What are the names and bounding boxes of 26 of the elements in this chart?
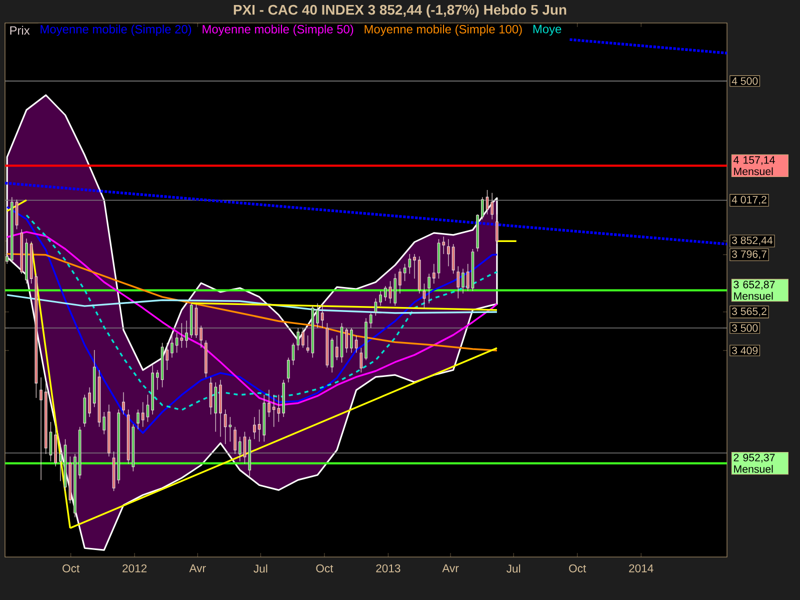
ref-line-label: 2 952,37 Mensuel xyxy=(734,454,775,473)
chart-title: PXI - CAC 40 INDEX 3 852,44 (-1,87%) Hebdo 5 Jun xyxy=(234,4,566,18)
x-tick-label: 2013 xyxy=(376,564,400,572)
x-tick-label: Jul xyxy=(254,564,268,573)
x-tick-label: 2014 xyxy=(629,564,654,572)
text: Moyenne mobile (Simple 20) xyxy=(40,24,192,36)
x-tick-label: Oct xyxy=(316,564,334,572)
x-tick-label: Oct xyxy=(569,564,586,572)
x-tick-label: Oct xyxy=(62,564,80,572)
x-tick-label: Jul xyxy=(506,564,520,573)
y-tick-label: 3 409 xyxy=(732,346,758,354)
x-tick-label: 2012 xyxy=(122,564,147,572)
text: Prix xyxy=(10,26,30,35)
text: Moye xyxy=(533,24,562,36)
ref-line-label: 3 652,87 Mensuel xyxy=(734,280,775,300)
y-tick-label: 3 565,2 xyxy=(732,308,766,316)
y-tick-label: 3 796,7 xyxy=(732,250,766,260)
x-tick-label: Avr xyxy=(442,564,459,572)
y-tick-label: 4 017,2 xyxy=(732,196,766,205)
x-tick-label: Avr xyxy=(189,564,206,572)
ref-line-label: 4 157,14 Mensuel xyxy=(734,156,775,176)
y-tick-label: 3 500 xyxy=(732,324,758,332)
text: Moyenne mobile (Simple 50) xyxy=(202,24,354,36)
text: Moyenne mobile (Simple 100) xyxy=(364,24,522,36)
y-tick-label: 3 852,44 xyxy=(732,236,773,246)
y-tick-label: 4 500 xyxy=(732,77,758,85)
